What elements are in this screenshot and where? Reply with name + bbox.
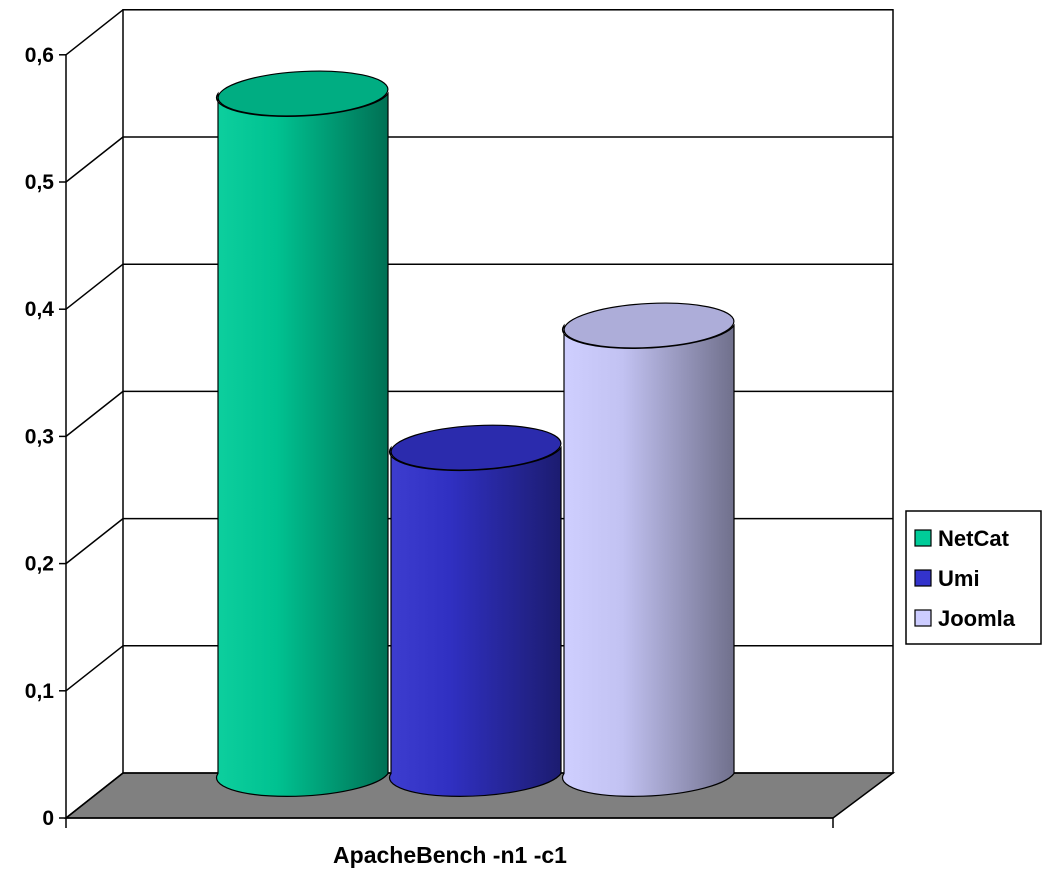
bar-body bbox=[561, 323, 735, 797]
bar-body bbox=[215, 91, 389, 797]
side-wall-line bbox=[65, 9, 124, 56]
side-wall-line bbox=[65, 772, 124, 819]
legend-label-umi: Umi bbox=[938, 566, 980, 591]
bar-body bbox=[388, 445, 562, 797]
side-wall-line bbox=[65, 263, 124, 310]
bar-top bbox=[563, 302, 735, 349]
legend: NetCat Umi Joomla bbox=[905, 510, 1042, 645]
side-wall-line bbox=[65, 518, 124, 565]
legend-swatch-joomla bbox=[914, 609, 932, 627]
bar-top bbox=[390, 424, 562, 471]
y-tick-label: 0,6 bbox=[25, 44, 54, 67]
bars bbox=[215, 70, 735, 797]
y-tick-label: 0,5 bbox=[25, 171, 55, 194]
bar-joomla bbox=[561, 302, 735, 797]
y-tick-label: 0,1 bbox=[25, 680, 55, 703]
side-wall-line bbox=[65, 136, 124, 183]
y-tick-label: 0 bbox=[42, 807, 54, 830]
bar-top bbox=[217, 70, 389, 117]
y-tick-label: 0,4 bbox=[25, 298, 55, 321]
side-wall-line bbox=[65, 645, 124, 692]
axes bbox=[59, 54, 834, 828]
x-category-label: ApacheBench -n1 -c1 bbox=[333, 842, 567, 868]
legend-label-netcat: NetCat bbox=[938, 526, 1010, 551]
y-tick-label: 0,2 bbox=[25, 553, 54, 576]
bar-netcat bbox=[215, 70, 389, 797]
legend-label-joomla: Joomla bbox=[938, 606, 1016, 631]
axis-labels: 0 0,1 0,2 0,3 0,4 0,5 0,6 ApacheBench -n1 -c1 bbox=[25, 44, 567, 868]
legend-swatch-netcat bbox=[914, 529, 932, 547]
y-tick-label: 0,3 bbox=[25, 425, 54, 448]
legend-swatch-umi bbox=[914, 569, 932, 587]
side-wall-line bbox=[65, 390, 124, 437]
bar-umi bbox=[388, 424, 562, 797]
